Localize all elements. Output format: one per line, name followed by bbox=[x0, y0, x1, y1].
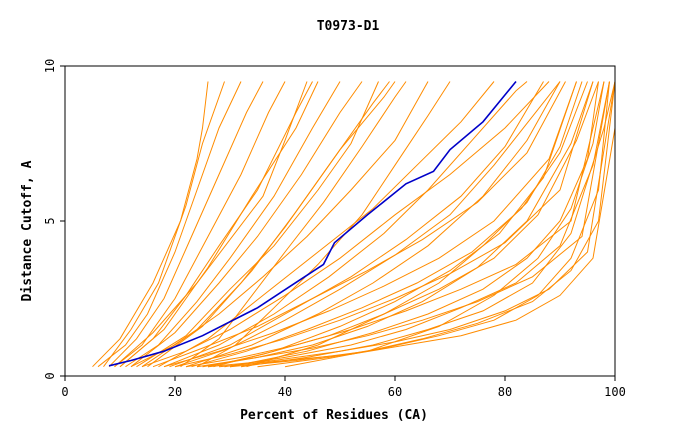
series-line-19 bbox=[207, 81, 616, 368]
y-axis-label: Distance Cutoff, A bbox=[20, 160, 35, 301]
series-line-30 bbox=[130, 81, 429, 368]
series-layer bbox=[92, 80, 616, 368]
series-line-15 bbox=[163, 81, 577, 368]
series-line-8 bbox=[130, 81, 363, 368]
series-line-39 bbox=[224, 81, 610, 368]
series-line-23 bbox=[174, 81, 561, 368]
x-tick-label-4: 80 bbox=[498, 385, 512, 399]
series-line-29 bbox=[169, 81, 544, 368]
series-line-5 bbox=[114, 81, 286, 368]
series-line-6 bbox=[119, 81, 313, 368]
x-tick-label-5: 100 bbox=[604, 385, 626, 399]
series-line-24 bbox=[163, 81, 528, 368]
series-line-13 bbox=[141, 81, 550, 368]
series-line-12 bbox=[147, 81, 396, 368]
highlight-series-line bbox=[108, 80, 517, 367]
series-line-14 bbox=[152, 81, 566, 368]
series-line-11 bbox=[119, 81, 319, 368]
series-line-31 bbox=[114, 81, 308, 368]
series-line-3 bbox=[97, 81, 242, 368]
series-line-36 bbox=[196, 81, 451, 368]
series-line-38 bbox=[207, 81, 599, 368]
x-tick-label-3: 60 bbox=[388, 385, 402, 399]
series-line-33 bbox=[246, 81, 583, 368]
series-line-18 bbox=[196, 81, 610, 368]
series-line-1 bbox=[92, 81, 209, 368]
x-tick-label-1: 20 bbox=[168, 385, 182, 399]
series-line-22 bbox=[202, 81, 594, 368]
series-line-20 bbox=[218, 127, 616, 368]
series-line-2 bbox=[103, 81, 225, 367]
series-line-4 bbox=[108, 81, 264, 368]
series-line-32 bbox=[284, 81, 605, 368]
series-line-27 bbox=[257, 81, 610, 368]
series-line-28 bbox=[158, 81, 495, 368]
series-line-17 bbox=[185, 81, 605, 368]
series-line-21 bbox=[229, 81, 616, 368]
series-line-7 bbox=[125, 81, 341, 368]
ticks-layer: 0 20 40 60 80 100 0 5 10 bbox=[43, 59, 626, 399]
y-tick-label-1: 5 bbox=[43, 217, 57, 224]
y-tick-label-2: 10 bbox=[43, 59, 57, 73]
chart-title: T0973-D1 bbox=[317, 19, 380, 34]
y-tick-label-0: 0 bbox=[43, 372, 57, 379]
series-line-35 bbox=[191, 81, 588, 368]
series-line-26 bbox=[229, 81, 599, 368]
series-line-37 bbox=[180, 81, 407, 368]
series-line-9 bbox=[136, 81, 379, 368]
x-tick-label-2: 40 bbox=[278, 385, 292, 399]
x-axis-label: Percent of Residues (CA) bbox=[240, 408, 428, 423]
x-tick-label-0: 0 bbox=[61, 385, 68, 399]
series-line-25 bbox=[185, 81, 561, 368]
series-line-40 bbox=[240, 81, 616, 368]
